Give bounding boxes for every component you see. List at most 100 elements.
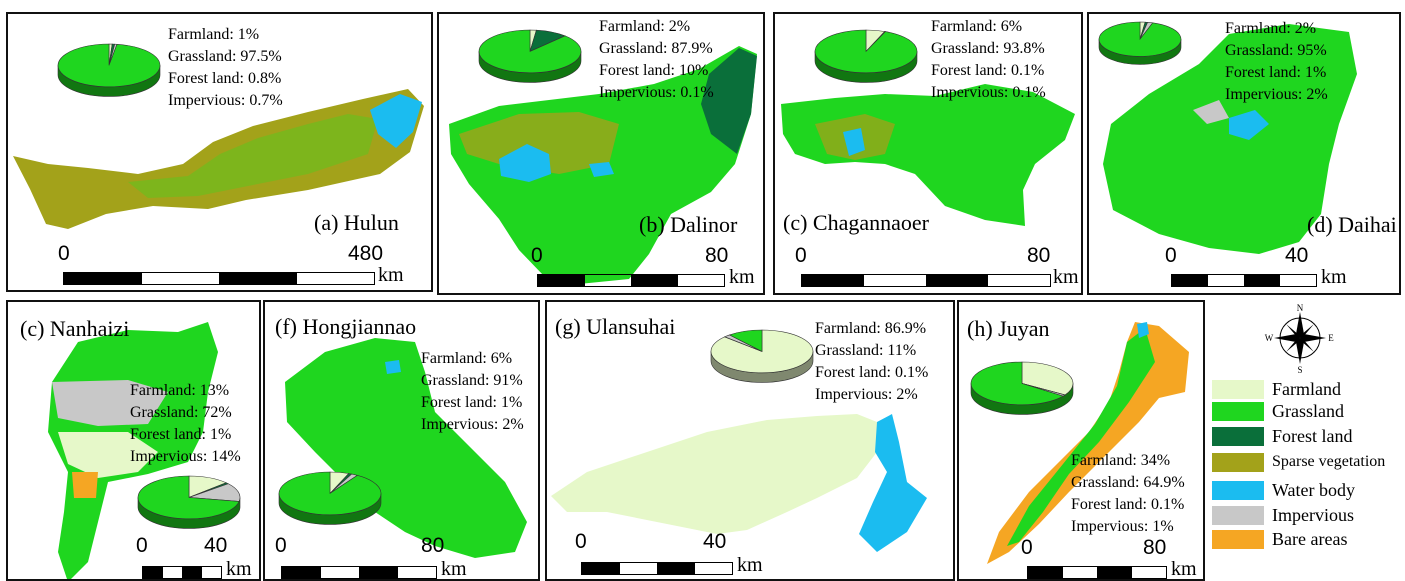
nanhaizi-map bbox=[48, 322, 218, 579]
scale-min: 0 bbox=[136, 534, 148, 557]
stat-grassland: Grassland: 87.9% bbox=[599, 40, 713, 57]
panel-title: (f) Hongjiannao bbox=[275, 314, 417, 339]
nanhaizi-impervious bbox=[52, 380, 168, 426]
scale-min: 0 bbox=[1165, 244, 1177, 267]
stat-grassland: Grassland: 64.9% bbox=[1071, 474, 1185, 491]
hulun-grassland-patch bbox=[128, 114, 378, 198]
scale-max: 80 bbox=[1143, 536, 1167, 559]
scale-bar: 0 40 km bbox=[1161, 242, 1399, 293]
stat-impervious: Impervious: 14% bbox=[130, 448, 241, 465]
stat-impervious: Impervious: 2% bbox=[1225, 86, 1328, 103]
legend-label: Water body bbox=[1272, 479, 1356, 500]
panel-title: (b) Dalinor bbox=[639, 212, 738, 237]
stat-farmland: Farmland: 2% bbox=[1225, 20, 1317, 37]
panel-juyan: (h) Juyan Farmland: 34% Grassland: 64.9%… bbox=[957, 300, 1205, 581]
dalinor-sparse bbox=[459, 112, 619, 174]
pie-slice-grassland bbox=[57, 43, 161, 88]
legend-item-sparse-vegetation: Sparse vegetation bbox=[1212, 451, 1385, 473]
scale-max: 80 bbox=[421, 534, 445, 557]
daihai-basin bbox=[1103, 24, 1357, 254]
north-arrow-compass-icon: N E S W bbox=[1265, 303, 1335, 374]
chagannaoer-pie-chart bbox=[814, 29, 918, 83]
hulun-map bbox=[13, 89, 424, 229]
panel-daihai: Farmland: 2% Grassland: 95% Forest land:… bbox=[1087, 12, 1401, 295]
ulansuhai-lake bbox=[859, 414, 927, 552]
scale-max: 480 bbox=[348, 242, 384, 265]
scale-max: 40 bbox=[703, 530, 727, 553]
stat-grassland: Grassland: 93.8% bbox=[931, 40, 1045, 57]
stat-grassland: Grassland: 11% bbox=[815, 342, 917, 359]
stat-farmland: Farmland: 2% bbox=[599, 18, 691, 35]
scale-bar: 0 80 km bbox=[271, 532, 538, 579]
stat-grassland: Grassland: 91% bbox=[421, 372, 523, 389]
stat-farmland: Farmland: 6% bbox=[931, 18, 1023, 35]
dalinor-pond bbox=[589, 162, 614, 177]
nanhaizi-stats: Farmland: 13% Grassland: 72% Forest land… bbox=[130, 380, 241, 468]
stat-impervious: Impervious: 0.1% bbox=[599, 84, 714, 101]
scale-min: 0 bbox=[58, 242, 70, 265]
legend-item-water-body: Water body bbox=[1212, 479, 1355, 501]
panel-title: (h) Juyan bbox=[967, 316, 1050, 341]
hongjiannao-map bbox=[285, 338, 527, 558]
compass-north: N bbox=[1297, 303, 1304, 313]
legend-label: Sparse vegetation bbox=[1272, 453, 1386, 470]
pie-slice-grassland bbox=[137, 475, 240, 520]
daihai-pie-chart bbox=[1098, 21, 1182, 65]
hongjiannao-stats: Farmland: 6% Grassland: 91% Forest land:… bbox=[421, 348, 524, 436]
compass-south: S bbox=[1297, 365, 1302, 374]
chagannaoer-map bbox=[781, 84, 1075, 226]
stat-impervious: Impervious: 0.1% bbox=[931, 84, 1046, 101]
legend-item-grassland: Grassland bbox=[1212, 400, 1344, 422]
legend-item-farmland: Farmland bbox=[1212, 378, 1341, 400]
scale-unit: km bbox=[1171, 558, 1197, 580]
stat-impervious: Impervious: 1% bbox=[1071, 518, 1174, 535]
scale-bar: 0 40 km bbox=[567, 528, 947, 579]
scale-unit: km bbox=[1053, 266, 1079, 288]
pie-slice-grassland bbox=[970, 361, 1064, 406]
scale-max: 80 bbox=[705, 244, 729, 267]
dalinor-forest bbox=[701, 48, 757, 154]
panel-title: (c) Nanhaizi bbox=[20, 316, 130, 341]
legend-label: Grassland bbox=[1272, 400, 1344, 421]
scale-min: 0 bbox=[795, 244, 807, 267]
scale-max: 40 bbox=[1285, 244, 1309, 267]
stat-grassland: Grassland: 72% bbox=[130, 404, 232, 421]
scale-unit: km bbox=[378, 264, 404, 286]
stat-impervious: Impervious: 0.7% bbox=[168, 92, 283, 109]
stat-forest: Forest land: 0.1% bbox=[931, 62, 1045, 79]
panel-title: (d) Daihai bbox=[1307, 212, 1397, 237]
panel-hongjiannao: (f) Hongjiannao Farmland: 6% Grassland: … bbox=[263, 300, 540, 581]
panel-nanhaizi: (c) Nanhaizi Farmland: 13% Grassland: 72… bbox=[6, 300, 261, 581]
stat-forest: Forest land: 0.8% bbox=[168, 70, 282, 87]
daihai-map bbox=[1103, 24, 1357, 254]
stat-farmland: Farmland: 6% bbox=[421, 350, 513, 367]
scale-max: 40 bbox=[204, 534, 228, 557]
juyan-stats: Farmland: 34% Grassland: 64.9% Forest la… bbox=[1071, 450, 1185, 538]
hongjiannao-pie-chart bbox=[278, 471, 382, 525]
ulansuhai-stats: Farmland: 86.9% Grassland: 11% Forest la… bbox=[815, 318, 928, 406]
legend-item-bare-areas: Bare areas bbox=[1212, 528, 1347, 550]
panel-title: (g) Ulansuhai bbox=[555, 314, 676, 339]
scale-unit: km bbox=[226, 558, 252, 580]
stat-farmland: Farmland: 1% bbox=[168, 26, 260, 43]
juyan-pie-chart bbox=[970, 361, 1074, 415]
scale-max: 80 bbox=[1027, 244, 1051, 267]
daihai-impervious bbox=[1193, 100, 1229, 124]
scale-bar: 0 80 km bbox=[525, 242, 763, 293]
juyan-lake bbox=[1137, 322, 1149, 338]
ulansuhai-pie-chart bbox=[710, 329, 814, 383]
legend-swatch bbox=[1212, 480, 1264, 500]
dalinor-map bbox=[449, 46, 757, 284]
juyan-grassland-strip bbox=[1007, 328, 1155, 546]
pie-slice-grassland bbox=[814, 29, 918, 74]
legend-item-impervious: Impervious bbox=[1212, 504, 1354, 526]
scale-bar: 0 480 km bbox=[48, 240, 428, 290]
pie-slice-grassland bbox=[1098, 21, 1182, 57]
hulun-lake bbox=[370, 94, 422, 148]
stat-impervious: Impervious: 2% bbox=[421, 416, 524, 433]
panel-title: (c) Chagannaoer bbox=[783, 210, 929, 235]
dalinor-stats: Farmland: 2% Grassland: 87.9% Forest lan… bbox=[599, 16, 714, 104]
stat-farmland: Farmland: 13% bbox=[130, 382, 230, 399]
hongjiannao-lake bbox=[385, 360, 401, 374]
dalinor-pie-chart bbox=[478, 29, 582, 83]
